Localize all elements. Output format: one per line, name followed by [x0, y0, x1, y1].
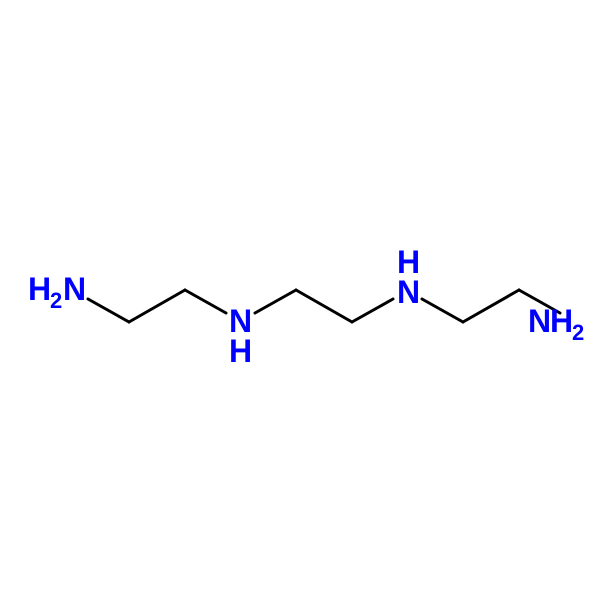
- atom-N4-part-0: N: [528, 303, 551, 339]
- atom-N3-part-1: N: [397, 274, 420, 310]
- atom-N1-part-2: N: [63, 271, 86, 307]
- atom-N1-part-0: H: [28, 271, 51, 307]
- atom-N2-part-1: H: [229, 333, 252, 369]
- molecule-diagram: H2NNHHNNH2: [0, 0, 600, 600]
- atom-N4-part-2: 2: [572, 320, 584, 345]
- atom-N1-part-1: 2: [50, 288, 62, 313]
- atom-N4-part-1: H: [550, 303, 573, 339]
